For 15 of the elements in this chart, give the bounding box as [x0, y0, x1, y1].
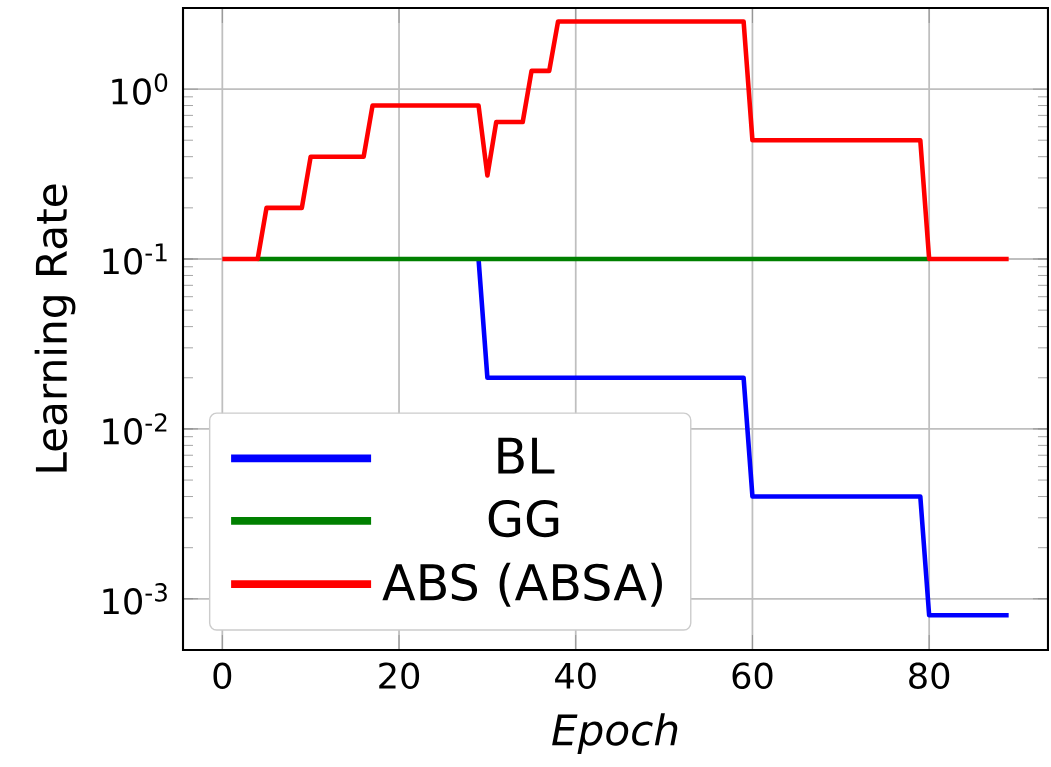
legend-label: ABS (ABSA) — [382, 562, 662, 607]
x-tick-label: 20 — [379, 662, 420, 690]
y-tick-label: 10$^{0}$ — [112, 73, 168, 105]
x-tick-label: 40 — [555, 662, 596, 690]
line-series — [220, 19, 1011, 262]
y-tick-label: 10$^{-1}$ — [103, 243, 167, 275]
series-label: BL — [498, 437, 555, 474]
x-tick-label: 60 — [732, 662, 773, 690]
x-tick-label: 0 — [213, 662, 232, 690]
x-tick-label: 80 — [909, 662, 950, 690]
y-tick-label: 10$^{-2}$ — [103, 413, 167, 445]
legend-label: GG — [488, 499, 559, 538]
y-tick-label: 10$^{-3}$ — [103, 583, 167, 615]
x-axis-title: Epoch — [552, 713, 678, 754]
y-axis-title: Learning Rate — [34, 184, 76, 472]
